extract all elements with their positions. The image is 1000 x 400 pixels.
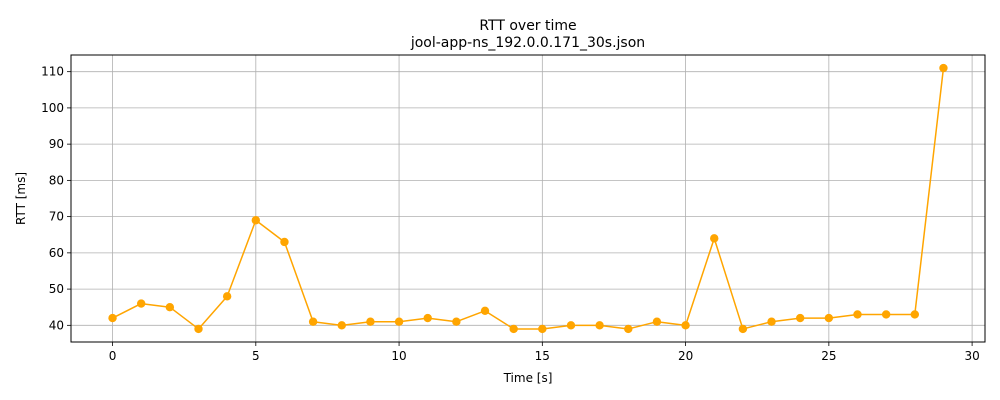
y-axis-label: RTT [ms] xyxy=(14,172,28,225)
x-tick-label: 5 xyxy=(252,349,260,363)
y-tick-label: 80 xyxy=(49,173,64,187)
x-tick-label: 15 xyxy=(535,349,550,363)
x-tick-label: 20 xyxy=(678,349,693,363)
data-point xyxy=(595,321,604,330)
data-point xyxy=(824,313,834,323)
series-line xyxy=(112,67,945,330)
data-point xyxy=(881,310,891,319)
data-point xyxy=(222,292,232,301)
y-axis-ticks: 40 50 60 70 80 90 100 110 xyxy=(41,65,71,332)
data-point xyxy=(767,317,776,326)
y-tick-label: 110 xyxy=(41,65,64,79)
data-point xyxy=(853,310,862,319)
y-tick-label: 40 xyxy=(49,318,64,332)
y-tick-label: 70 xyxy=(49,210,64,224)
y-tick-label: 90 xyxy=(49,137,64,151)
data-point xyxy=(939,63,948,73)
data-point xyxy=(795,313,805,323)
data-point xyxy=(165,303,175,312)
data-point xyxy=(194,324,203,334)
data-point xyxy=(337,321,346,330)
x-tick-label: 0 xyxy=(109,349,117,363)
data-point xyxy=(136,299,146,308)
grid-lines xyxy=(71,55,985,342)
data-point xyxy=(452,317,461,326)
data-point xyxy=(251,216,261,225)
x-tick-label: 10 xyxy=(391,349,406,363)
y-tick-label: 100 xyxy=(41,101,64,115)
x-tick-label: 25 xyxy=(821,349,836,363)
data-point xyxy=(480,306,490,316)
data-point xyxy=(538,324,547,334)
series-rtt xyxy=(108,63,948,334)
data-point xyxy=(652,317,662,326)
y-tick-label: 50 xyxy=(49,282,64,296)
data-point xyxy=(710,234,719,243)
data-point xyxy=(910,310,920,319)
data-point xyxy=(423,313,432,323)
data-point xyxy=(366,317,375,326)
data-point xyxy=(681,321,690,330)
chart-subtitle: jool-app-ns_192.0.0.171_30s.json xyxy=(410,35,645,51)
plot-frame xyxy=(70,54,986,343)
data-point xyxy=(280,237,289,247)
chart-title: RTT over time xyxy=(479,18,576,34)
x-tick-label: 30 xyxy=(964,349,979,363)
data-point xyxy=(738,324,748,334)
data-point xyxy=(394,317,404,326)
y-tick-label: 60 xyxy=(49,246,64,260)
data-point xyxy=(509,324,518,334)
data-point xyxy=(624,324,633,334)
x-axis-ticks: 0 5 10 15 20 25 30 xyxy=(109,342,980,363)
x-axis-label: Time [s] xyxy=(503,371,553,385)
data-point xyxy=(308,317,318,326)
data-point xyxy=(566,321,576,330)
data-point xyxy=(108,313,117,323)
